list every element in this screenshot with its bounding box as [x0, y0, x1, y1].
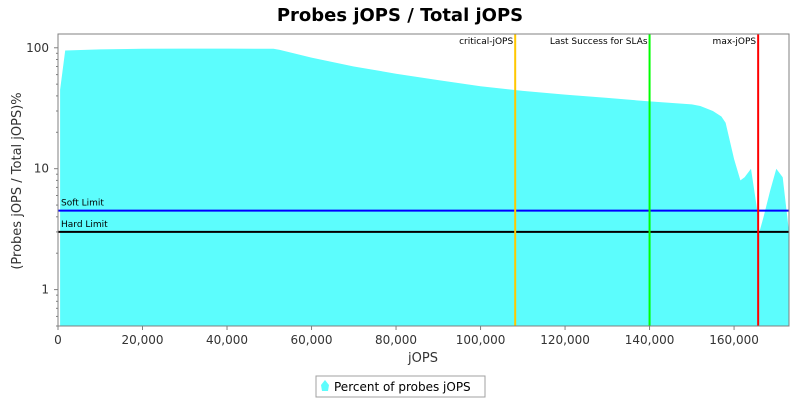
hline-label-1: Hard Limit	[61, 220, 108, 230]
vline-label-1: Last Success for SLAs	[550, 37, 648, 47]
x-tick-label: 80,000	[375, 333, 417, 347]
hline-label-0: Soft Limit	[61, 199, 104, 209]
x-axis: 0 20,000 40,000 60,000 80,000 100,000 120,000 1…	[54, 326, 759, 347]
legend-box	[315, 375, 486, 398]
series-layer	[60, 48, 790, 326]
y-tick-label: 10	[34, 162, 49, 176]
legend: Percent of probes jOPS	[315, 375, 486, 398]
x-tick-label: 140,000	[625, 333, 675, 347]
x-tick-label: 100,000	[456, 333, 506, 347]
x-tick-label: 40,000	[206, 333, 248, 347]
x-tick-label: 0	[54, 333, 62, 347]
chart-title: Probes jOPS / Total jOPS	[277, 5, 523, 26]
y-axis-label: (Probes jOPS / Total jOPS)%	[10, 92, 25, 269]
x-tick-label: 20,000	[122, 333, 164, 347]
vline-label-0: critical-jOPS	[459, 37, 513, 47]
legend-label: Percent of probes jOPS	[334, 380, 471, 394]
series-area-0	[60, 48, 790, 326]
legend-swatch-icon	[321, 380, 329, 391]
x-tick-label: 120,000	[540, 333, 590, 347]
y-tick-label: 100	[26, 41, 49, 55]
y-axis: 1 10 100	[26, 41, 58, 327]
x-axis-label: jOPS	[407, 351, 438, 366]
y-tick-label: 1	[41, 283, 49, 297]
x-tick-label: 60,000	[291, 333, 333, 347]
vline-label-2: max-jOPS	[713, 37, 757, 47]
x-tick-label: 160,000	[709, 333, 759, 347]
reference-lines: Soft Limit Hard Limit critical-jOPS Last Su…	[58, 34, 789, 326]
